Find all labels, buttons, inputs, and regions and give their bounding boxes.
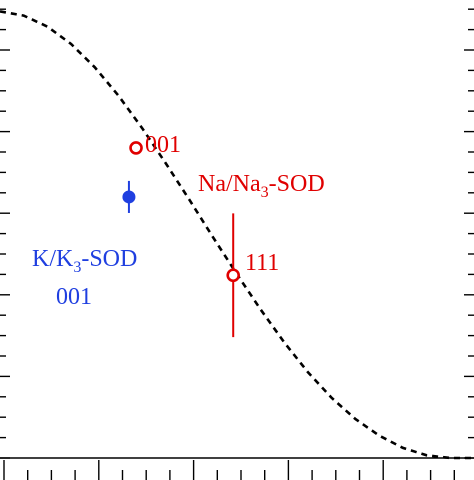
annotation-na-001: 001 (145, 132, 181, 158)
left-axis-ticks (0, 8, 10, 459)
data-point-filled (122, 190, 136, 204)
dashed-fit-curve (0, 10, 474, 460)
data-points (122, 141, 241, 338)
annotation-k-001: 001 (56, 284, 92, 310)
right-axis-ticks (464, 8, 474, 459)
data-point-open (226, 268, 241, 283)
data-point-open (129, 141, 143, 155)
bottom-axis-ticks (3, 460, 455, 480)
annotation-na-111: 111 (245, 250, 279, 276)
annotations: 001 Na/Na3-SOD 111 K/K3-SOD 001 (32, 132, 325, 310)
annotation-na-sod: Na/Na3-SOD (198, 171, 325, 201)
annotation-k-sod: K/K3-SOD (32, 246, 137, 276)
